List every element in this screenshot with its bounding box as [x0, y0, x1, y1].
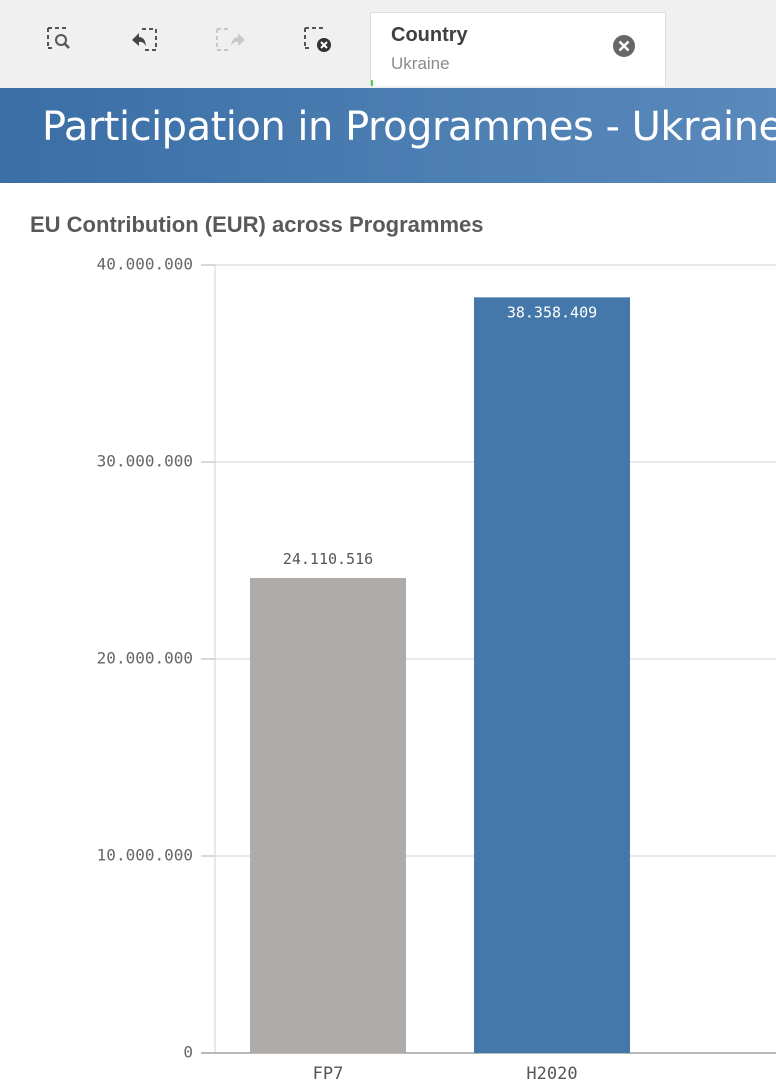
y-tick-label: 30.000.000 — [97, 452, 193, 471]
bar-chart: 0 10.000.000 20.000.000 30.000.000 40.000.00… — [97, 255, 776, 1084]
page-banner: Participation in Programmes - Ukraine — [0, 88, 776, 183]
page-title: Participation in Programmes - Ukraine — [42, 104, 776, 150]
y-tick-label: 20.000.000 — [97, 649, 193, 668]
selection-toolbar: Country Ukraine — [0, 0, 776, 89]
selection-field-value: Ukraine — [391, 54, 450, 73]
bar-fp7 — [250, 578, 406, 1053]
data-label: 24.110.516 — [283, 550, 373, 568]
clear-selections-icon — [304, 27, 331, 52]
selection-chip-country[interactable]: Country Ukraine — [370, 12, 666, 86]
y-tick-label: 0 — [183, 1043, 193, 1062]
step-forward-button[interactable] — [210, 20, 252, 62]
bar-h2020 — [474, 297, 630, 1053]
smart-search-icon — [47, 27, 70, 49]
data-label: 38.358.409 — [507, 303, 597, 321]
x-tick-label: FP7 — [313, 1064, 344, 1084]
y-tick-label: 40.000.000 — [97, 255, 193, 274]
step-back-button[interactable] — [125, 20, 167, 62]
clear-selections-button[interactable] — [298, 20, 340, 62]
y-tick-label: 10.000.000 — [97, 846, 193, 865]
x-tick-label: H2020 — [526, 1064, 577, 1084]
step-back-icon — [132, 28, 157, 51]
selection-state-indicator — [371, 80, 373, 86]
selection-field-label: Country — [391, 24, 468, 46]
close-circle-icon[interactable] — [611, 33, 637, 59]
smart-search-button[interactable] — [41, 20, 83, 62]
step-forward-icon — [216, 28, 245, 51]
chart-title: EU Contribution (EUR) across Programmes — [30, 212, 484, 237]
